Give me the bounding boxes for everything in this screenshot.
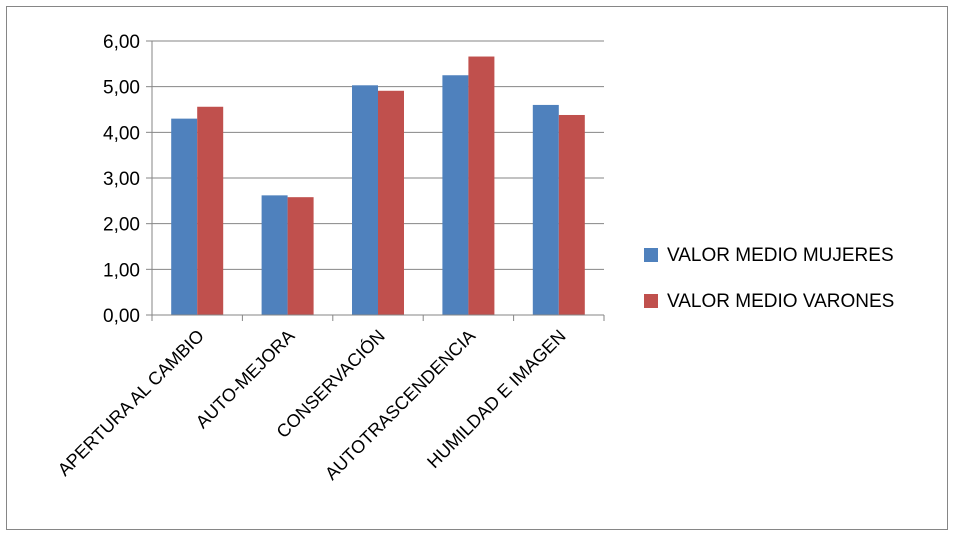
bar-varones [287, 197, 314, 315]
bar-mujeres [171, 118, 198, 315]
legend-swatch [644, 248, 658, 262]
legend-label: VALOR MEDIO MUJERES [667, 245, 894, 266]
bar-varones [558, 114, 585, 315]
x-category-label: APERTURA AL CAMBIO [54, 326, 208, 480]
y-tick-label: 0,00 [103, 306, 140, 327]
legend-label: VALOR MEDIO VARONES [667, 291, 894, 312]
y-axis-ticks: 0,00 1,00 2,00 3,00 4,00 5,00 6,00 [103, 32, 152, 327]
x-axis-labels: APERTURA AL CAMBIOAUTO-MEJORACONSERVACIÓ… [54, 325, 570, 484]
y-tick-label: 5,00 [103, 78, 140, 99]
legend-swatch [644, 294, 658, 308]
x-category-label: AUTO-MEJORA [192, 326, 299, 433]
bar-varones [378, 90, 404, 315]
bar-varones [197, 106, 224, 315]
bar-mujeres [532, 104, 559, 315]
y-tick-label: 6,00 [103, 32, 140, 53]
x-category-label: AUTOTRASCENDENCIA [321, 326, 479, 484]
y-tick-label: 3,00 [103, 169, 140, 190]
y-tick-label: 1,00 [103, 260, 140, 281]
y-tick-label: 2,00 [103, 215, 140, 236]
legend: VALOR MEDIO MUJERES VALOR MEDIO VARONES [644, 245, 894, 312]
bar-varones [468, 56, 495, 315]
bars [171, 56, 585, 316]
y-tick-label: 4,00 [103, 123, 140, 144]
bar-mujeres [352, 85, 378, 316]
bar-mujeres [261, 195, 288, 315]
bar-mujeres [442, 75, 469, 315]
